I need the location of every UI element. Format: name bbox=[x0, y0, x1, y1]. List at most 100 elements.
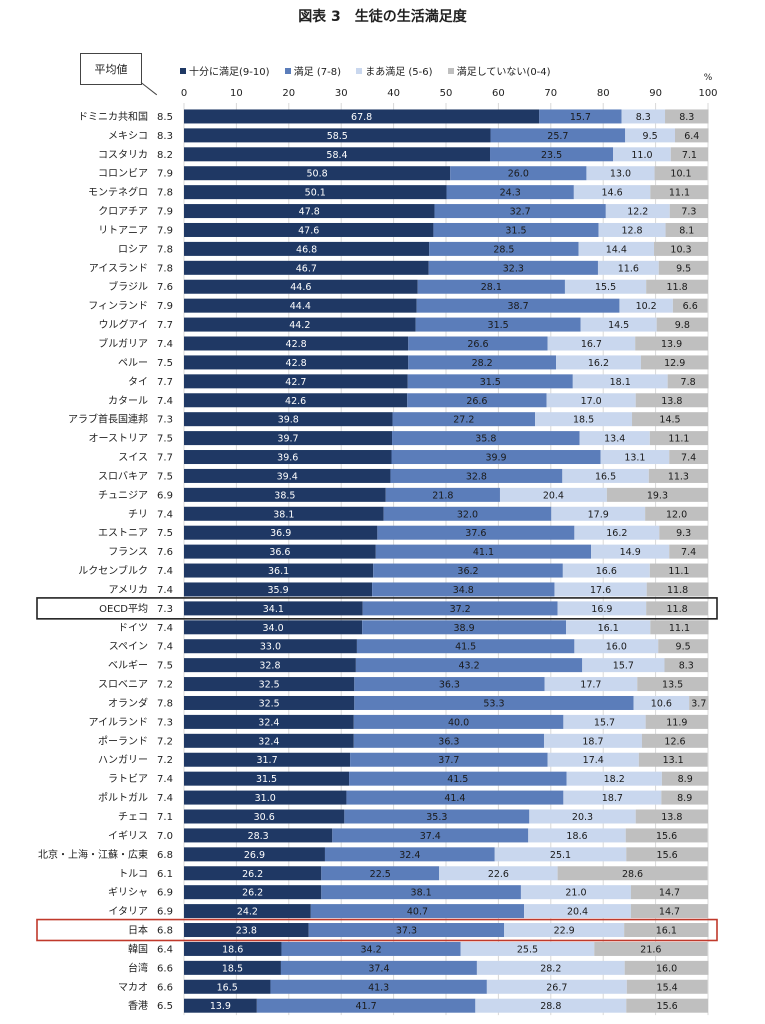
average-value: 7.3 bbox=[157, 604, 173, 615]
data-label: 7.1 bbox=[682, 150, 697, 161]
category-label: スイス bbox=[118, 453, 148, 464]
data-label: 39.4 bbox=[277, 471, 298, 482]
data-label: 39.6 bbox=[277, 453, 298, 464]
category-label: ドミニカ共和国 bbox=[78, 111, 148, 123]
bar-segment bbox=[184, 695, 355, 710]
data-label: 16.2 bbox=[588, 358, 609, 369]
data-label: 40.7 bbox=[407, 907, 428, 918]
data-label: 22.9 bbox=[554, 926, 575, 937]
bar-segment bbox=[563, 714, 646, 729]
data-label: 23.8 bbox=[236, 926, 257, 937]
x-tick-label: 20 bbox=[282, 88, 295, 99]
data-label: 11.9 bbox=[666, 717, 687, 728]
data-label: 9.8 bbox=[675, 320, 690, 331]
bar-segment bbox=[661, 790, 708, 805]
data-label: 36.3 bbox=[438, 736, 459, 747]
average-value: 7.2 bbox=[157, 680, 173, 691]
bar-segment bbox=[665, 109, 709, 124]
bar-segment bbox=[594, 941, 708, 956]
bar-segment bbox=[546, 393, 636, 408]
bar-segment bbox=[321, 866, 440, 881]
data-label: 31.7 bbox=[256, 755, 277, 766]
bar-segment bbox=[544, 677, 638, 692]
average-value: 7.7 bbox=[157, 377, 173, 388]
bar-segment bbox=[619, 298, 673, 313]
bar-segment bbox=[670, 147, 708, 162]
bar-segment bbox=[184, 620, 363, 635]
data-label: 9.5 bbox=[676, 263, 691, 274]
bar-segment bbox=[626, 979, 708, 994]
data-label: 28.3 bbox=[248, 831, 269, 842]
legend-label-very-satisfied: 十分に満足(9-10) bbox=[189, 67, 270, 78]
average-value: 7.8 bbox=[157, 698, 173, 709]
data-label: 8.3 bbox=[679, 112, 694, 123]
bar-segment bbox=[184, 677, 355, 692]
data-label: 34.2 bbox=[360, 944, 381, 955]
data-label: 16.9 bbox=[591, 604, 612, 615]
data-label: 44.6 bbox=[290, 282, 311, 293]
bar-segment bbox=[184, 828, 333, 843]
x-tick-label: 90 bbox=[649, 88, 662, 99]
bar-segment bbox=[539, 109, 622, 124]
average-value: 7.0 bbox=[157, 831, 173, 842]
data-label: 28.6 bbox=[622, 869, 643, 880]
bar-segment bbox=[184, 790, 347, 805]
data-label: 44.4 bbox=[290, 301, 311, 312]
bar-segment bbox=[649, 563, 708, 578]
data-label: 37.6 bbox=[465, 528, 486, 539]
bar-segment bbox=[624, 923, 709, 938]
legend-label-satisfied: 満足 (7-8) bbox=[293, 67, 342, 78]
bar-segment bbox=[557, 866, 708, 881]
bar-segment bbox=[646, 279, 708, 294]
bar-segment bbox=[635, 393, 708, 408]
x-tick-label: 70 bbox=[544, 88, 557, 99]
bar-segment bbox=[562, 468, 649, 483]
bar-segment bbox=[184, 601, 363, 616]
bar-segment bbox=[184, 412, 393, 427]
data-label: 21.8 bbox=[432, 490, 453, 501]
data-label: 18.1 bbox=[610, 377, 631, 388]
average-value: 6.9 bbox=[157, 907, 173, 918]
data-label: 14.5 bbox=[608, 320, 629, 331]
legend-item-not-satisfied: 満足していない(0-4) bbox=[447, 63, 551, 78]
data-label: 32.5 bbox=[259, 680, 280, 691]
data-label: 11.1 bbox=[668, 434, 689, 445]
bar-segment bbox=[574, 525, 660, 540]
average-value: 6.9 bbox=[157, 490, 173, 501]
bar-segment bbox=[184, 979, 271, 994]
category-label: OECD平均 bbox=[99, 603, 148, 615]
data-label: 20.4 bbox=[567, 907, 588, 918]
bar-segment bbox=[580, 317, 657, 332]
bar-segment bbox=[184, 941, 282, 956]
data-label: 11.1 bbox=[668, 566, 689, 577]
data-label: 36.6 bbox=[269, 547, 290, 558]
bar-segment bbox=[499, 487, 607, 502]
bar-segment bbox=[597, 260, 659, 275]
data-label: 14.9 bbox=[620, 547, 641, 558]
category-label: マカオ bbox=[118, 981, 148, 993]
data-label: 18.7 bbox=[582, 736, 603, 747]
data-label: 43.2 bbox=[458, 661, 479, 672]
x-tick-label: 40 bbox=[387, 88, 400, 99]
data-label: 50.8 bbox=[307, 169, 328, 180]
data-label: 33.0 bbox=[260, 642, 281, 653]
data-label: 13.8 bbox=[661, 396, 682, 407]
bar-segment bbox=[184, 525, 378, 540]
average-value: 7.9 bbox=[157, 225, 173, 236]
data-label: 19.3 bbox=[647, 490, 668, 501]
bar-segment bbox=[281, 941, 461, 956]
data-label: 25.1 bbox=[550, 850, 571, 861]
bar-segment bbox=[551, 506, 646, 521]
bar-segment bbox=[184, 355, 409, 370]
x-tick-label: 80 bbox=[597, 88, 610, 99]
data-label: 26.7 bbox=[546, 982, 567, 993]
category-label: オーストリア bbox=[89, 433, 149, 445]
bar-segment bbox=[625, 828, 708, 843]
bar-segment bbox=[664, 658, 708, 673]
bar-segment bbox=[556, 355, 641, 370]
bar-segment bbox=[547, 336, 636, 351]
bar-segment bbox=[641, 733, 708, 748]
data-label: 20.3 bbox=[572, 812, 593, 823]
bar-segment bbox=[324, 847, 495, 862]
